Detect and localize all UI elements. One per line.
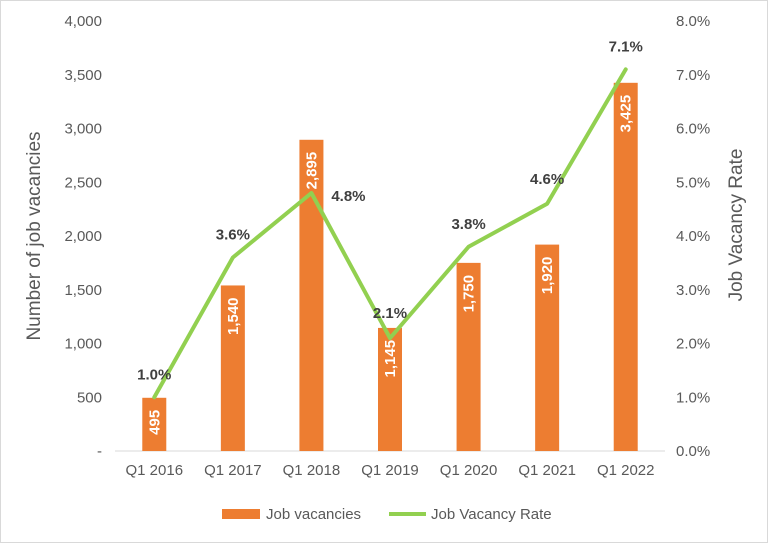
left-axis-tick-label: 1,000 <box>64 336 102 353</box>
right-axis: 0.0% 1.0% 2.0% 3.0% 4.0% 5.0% 6.0% 7.0% 8.0% <box>676 13 710 460</box>
bar-data-label: 1,145 <box>382 340 399 378</box>
right-axis-tick-label: 1.0% <box>676 389 710 406</box>
legend-swatch-job-vacancies <box>222 509 260 519</box>
legend-label-job-vacancy-rate: Job Vacancy Rate <box>431 506 552 523</box>
left-axis-tick-label: 500 <box>77 389 102 406</box>
left-axis-tick-label: 3,500 <box>64 67 102 84</box>
right-axis-tick-label: 7.0% <box>676 67 710 84</box>
x-axis-tick-label: Q1 2019 <box>361 462 419 479</box>
right-axis-tick-label: 2.0% <box>676 336 710 353</box>
left-axis-tick-label: 1,500 <box>64 282 102 299</box>
bar-data-label: 3,425 <box>618 95 635 133</box>
right-axis-tick-label: 5.0% <box>676 174 710 191</box>
x-axis-tick-label: Q1 2016 <box>126 462 184 479</box>
left-axis-title: Number of job vacancies <box>24 131 45 340</box>
bar <box>378 327 402 451</box>
x-axis-tick-label: Q1 2020 <box>440 462 498 479</box>
x-axis-tick-label: Q1 2018 <box>283 462 341 479</box>
right-axis-title: Job Vacancy Rate <box>726 149 747 302</box>
bar-series: 495 1,540 2,895 1,145 1,750 1,920 3,425 <box>142 82 638 451</box>
legend-label-job-vacancies: Job vacancies <box>266 506 361 523</box>
rate-line <box>152 67 628 400</box>
bar <box>613 82 638 451</box>
line-series: 1.0% 3.6% 4.8% 2.1% 3.8% 4.6% 7.1% <box>137 38 643 400</box>
rate-data-label: 3.6% <box>216 227 250 244</box>
left-axis-tick-label: 2,000 <box>64 228 102 245</box>
left-axis-tick-label: 3,000 <box>64 121 102 138</box>
x-axis-tick-label: Q1 2017 <box>204 462 262 479</box>
left-axis: - 500 1,000 1,500 2,000 2,500 3,000 3,500 4,000 <box>64 13 102 460</box>
right-axis-tick-label: 0.0% <box>676 443 710 460</box>
right-axis-tick-label: 6.0% <box>676 121 710 138</box>
x-axis-tick-label: Q1 2022 <box>597 462 655 479</box>
left-axis-tick-label: 2,500 <box>64 174 102 191</box>
rate-data-label: 3.8% <box>451 216 485 233</box>
bar-data-label: 2,895 <box>303 152 320 190</box>
bar <box>220 285 245 451</box>
bar-data-label: 495 <box>146 410 163 435</box>
rate-data-label: 7.1% <box>609 38 643 55</box>
legend: Job vacancies Job Vacancy Rate <box>222 506 552 523</box>
bar <box>456 262 481 451</box>
right-axis-tick-label: 4.0% <box>676 228 710 245</box>
x-axis-tick-label: Q1 2021 <box>518 462 576 479</box>
bar-data-label: 1,750 <box>461 275 478 313</box>
right-axis-tick-label: 3.0% <box>676 282 710 299</box>
bar <box>535 244 560 451</box>
rate-data-label: 1.0% <box>137 366 171 383</box>
left-axis-tick-label: 4,000 <box>64 13 102 30</box>
rate-data-label: 4.8% <box>331 188 365 205</box>
bar <box>142 397 167 451</box>
bar-data-label: 1,540 <box>225 297 242 335</box>
rate-data-label: 2.1% <box>373 305 407 322</box>
rate-data-label: 4.6% <box>530 171 564 188</box>
left-axis-tick-label: - <box>97 443 102 460</box>
right-axis-tick-label: 8.0% <box>676 13 710 30</box>
x-axis: Q1 2016 Q1 2017 Q1 2018 Q1 2019 Q1 2020 Q1 20… <box>126 462 655 479</box>
bar-data-label: 1,920 <box>539 257 556 295</box>
